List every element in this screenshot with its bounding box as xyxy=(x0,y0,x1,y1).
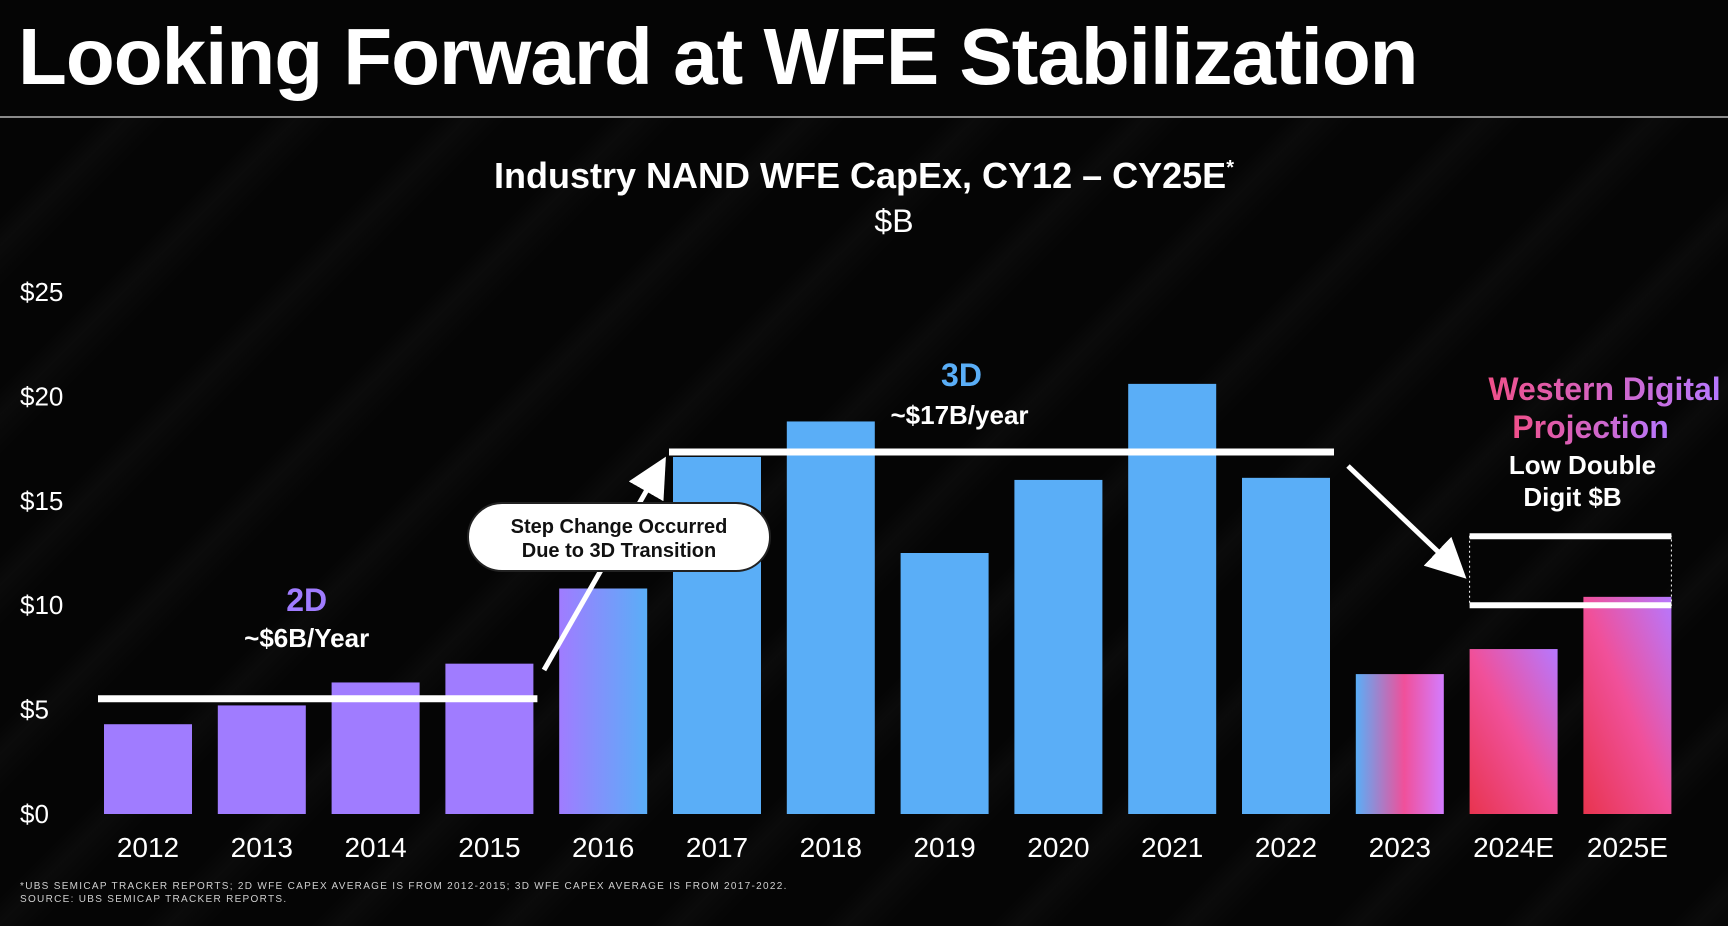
callout-text-line2: Due to 3D Transition xyxy=(522,540,716,562)
bar-2023 xyxy=(1355,674,1444,814)
x-tick-label: 2013 xyxy=(231,832,293,863)
y-tick-label: $5 xyxy=(20,695,49,725)
decline-arrow xyxy=(1346,464,1467,579)
x-tick-label: 2012 xyxy=(117,832,179,863)
bar-2024e xyxy=(1469,649,1558,814)
bar-2014 xyxy=(331,682,420,814)
bar-2019 xyxy=(900,553,989,814)
sublabel-3d-average: ~$17B/year xyxy=(890,400,1028,430)
x-tick-label: 2023 xyxy=(1369,832,1431,863)
y-tick-label: $0 xyxy=(20,799,49,829)
chart-title: Industry NAND WFE CapEx, CY12 – CY25E* xyxy=(494,155,1234,196)
footnote: *UBS SEMICAP TRACKER REPORTS; 2D WFE CAP… xyxy=(20,880,788,906)
x-tick-label: 2021 xyxy=(1141,832,1203,863)
projection-sublabel-line1: Low Double xyxy=(1509,450,1656,480)
bar-2012 xyxy=(104,724,192,814)
bar-2021 xyxy=(1128,383,1217,814)
x-axis: 2012 2013 2014 2015 2016 2017 2018 2019 2020 2021… xyxy=(117,832,1668,863)
projection-range-box xyxy=(1469,535,1672,606)
footnote-line2: SOURCE: UBS SEMICAP TRACKER REPORTS. xyxy=(20,894,288,905)
x-tick-label: 2022 xyxy=(1255,832,1317,863)
x-tick-label: 2025E xyxy=(1587,832,1668,863)
step-change-callout: Step Change Occurred Due to 3D Transitio… xyxy=(467,502,771,572)
y-tick-label: $10 xyxy=(20,590,63,620)
title-divider xyxy=(0,116,1728,118)
x-tick-label: 2019 xyxy=(913,832,975,863)
sublabel-2d-average: ~$6B/Year xyxy=(244,623,369,653)
x-tick-label: 2018 xyxy=(800,832,862,863)
bar-2016 xyxy=(559,588,648,814)
bar-2020 xyxy=(1014,479,1103,814)
label-2d: 2D xyxy=(286,582,327,618)
y-tick-label: $20 xyxy=(20,381,63,411)
bar-2022 xyxy=(1242,477,1330,814)
callout-bubble xyxy=(467,502,771,572)
projection-sublabel-line2: Digit $B xyxy=(1523,482,1621,512)
bars xyxy=(104,383,1672,814)
bar-2015 xyxy=(445,663,534,814)
bar-2025e xyxy=(1583,596,1672,814)
slide-title: Looking Forward at WFE Stabilization xyxy=(18,12,1419,101)
y-tick-label: $25 xyxy=(20,277,63,307)
callout-text-line1: Step Change Occurred xyxy=(511,516,728,538)
projection-label-line2: Projection xyxy=(1512,409,1668,445)
chart-subtitle: $B xyxy=(874,203,913,239)
x-tick-label: 2024E xyxy=(1473,832,1554,863)
y-axis: $0 $5 $10 $15 $20 $25 xyxy=(20,277,63,829)
x-tick-label: 2015 xyxy=(458,832,520,863)
footnote-line1: *UBS SEMICAP TRACKER REPORTS; 2D WFE CAP… xyxy=(20,881,788,892)
y-tick-label: $15 xyxy=(20,486,63,516)
bar-2013 xyxy=(217,705,306,814)
x-tick-label: 2014 xyxy=(344,832,406,863)
x-tick-label: 2017 xyxy=(686,832,748,863)
projection-label-line1: Western Digital xyxy=(1488,371,1720,407)
x-tick-label: 2020 xyxy=(1027,832,1089,863)
label-3d: 3D xyxy=(941,357,982,393)
x-tick-label: 2016 xyxy=(572,832,634,863)
bar-2018 xyxy=(786,421,875,814)
